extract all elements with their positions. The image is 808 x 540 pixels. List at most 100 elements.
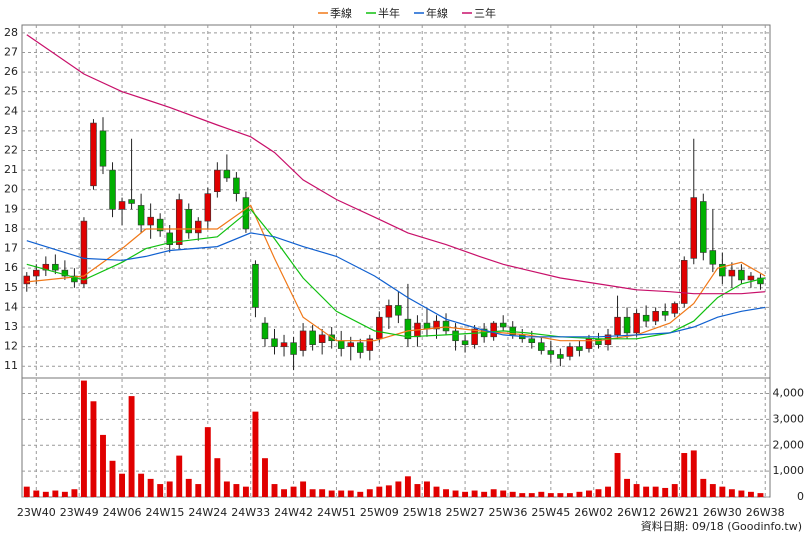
x-tick-label: 25W27 <box>446 506 485 519</box>
candle-body <box>566 346 574 357</box>
candle-body <box>680 260 688 304</box>
legend-label: 半年 <box>378 6 400 20</box>
ma-line <box>26 204 766 342</box>
candle-body <box>576 346 583 351</box>
candle-body <box>271 338 278 347</box>
volume-bar <box>605 486 611 497</box>
candle-body <box>557 354 564 359</box>
volume-bar <box>357 491 364 497</box>
candle-body <box>471 328 478 345</box>
volume-bar <box>281 489 287 497</box>
candle-body <box>80 220 88 285</box>
x-tick-label: 23W40 <box>17 506 56 519</box>
y-tick-label: 13 <box>4 320 18 333</box>
volume-bar <box>195 484 202 497</box>
volume-bar <box>271 484 278 497</box>
volume-bar <box>33 490 40 497</box>
candle-body <box>109 169 116 210</box>
candle-body <box>395 305 402 316</box>
volume-bar <box>366 489 373 497</box>
candle-body <box>90 122 97 187</box>
volume-bar <box>509 491 516 497</box>
candle-body <box>185 209 193 234</box>
candle-body <box>376 316 383 340</box>
x-tick-label: 24W15 <box>145 506 184 519</box>
footer: 資料日期: 09/18 (Goodinfo.tw) <box>641 519 802 533</box>
ma-line <box>26 232 766 338</box>
y-tick-label: 14 <box>4 300 18 313</box>
candle-body <box>404 318 412 340</box>
volume-bar <box>452 490 459 497</box>
volume-bar <box>652 486 659 497</box>
x-tick-label: 25W18 <box>403 506 442 519</box>
candle-body <box>223 169 231 179</box>
volume-bar <box>90 401 97 497</box>
volume-bar <box>433 486 440 497</box>
volume-bar <box>471 490 478 497</box>
x-tick-label: 26W38 <box>746 506 785 519</box>
volume-bar <box>319 489 326 497</box>
x-tick-label: 26W30 <box>703 506 742 519</box>
volume-bar <box>576 491 583 497</box>
y-tick-label: 27 <box>4 45 18 58</box>
volume-bar <box>595 489 602 497</box>
candle-body <box>728 269 736 277</box>
candle-body <box>233 177 240 194</box>
candle-body <box>490 322 497 338</box>
y-tick-label: 12 <box>4 340 18 353</box>
volume-bar <box>709 484 716 497</box>
candle-body <box>71 275 78 283</box>
x-tick-label: 24W33 <box>231 506 270 519</box>
volume-bar <box>100 434 106 497</box>
volume-bar <box>223 481 230 497</box>
candle-body <box>757 277 764 285</box>
candle-body <box>633 312 640 334</box>
volume-bar <box>52 490 59 497</box>
volume-bar <box>624 478 631 497</box>
ma-line <box>26 34 766 295</box>
volume-bar <box>681 453 688 497</box>
legend-label: 季線 <box>330 6 352 20</box>
volume-bar <box>528 493 535 497</box>
x-tick-label: 24W24 <box>188 506 227 519</box>
volume-bar <box>242 486 249 497</box>
candle-body <box>690 197 698 259</box>
volume-bar <box>300 481 307 497</box>
volume-bar <box>128 396 135 497</box>
volume-bar <box>309 489 316 497</box>
volume-bar <box>252 411 259 497</box>
x-tick-label: 25W36 <box>489 506 528 519</box>
volume-bar <box>376 486 383 497</box>
volume-bar <box>462 491 469 497</box>
candle-body <box>547 350 555 355</box>
volume-bar <box>414 484 421 497</box>
candle-body <box>309 330 316 345</box>
volume-bar <box>42 491 49 497</box>
volume-bar <box>157 484 164 497</box>
candle-body <box>719 263 726 277</box>
legend-label: 年線 <box>426 6 448 20</box>
candle-body <box>214 169 221 192</box>
candle-body <box>252 263 259 308</box>
candle-body <box>652 311 659 322</box>
volume-bar <box>500 490 507 497</box>
candle-body <box>614 316 621 336</box>
candle-body <box>538 342 545 351</box>
x-tick-label: 25W45 <box>531 506 570 519</box>
candle-body <box>709 250 717 265</box>
candle-body <box>442 320 450 332</box>
volume-bar <box>738 490 745 497</box>
x-tick-label: 26W02 <box>574 506 613 519</box>
y-tick-label: 28 <box>4 26 18 39</box>
candle-body <box>423 322 431 330</box>
volume-bar <box>662 487 669 497</box>
candle-body <box>280 342 288 347</box>
y-tick-label: 16 <box>4 261 18 274</box>
candle-body <box>137 205 145 226</box>
candle-body <box>499 322 507 328</box>
volume-bar <box>481 491 488 497</box>
candle-body <box>595 338 602 345</box>
volume-tick-label: 4,000 <box>773 387 805 400</box>
y-tick-label: 18 <box>4 222 18 235</box>
candle-body <box>204 193 212 222</box>
